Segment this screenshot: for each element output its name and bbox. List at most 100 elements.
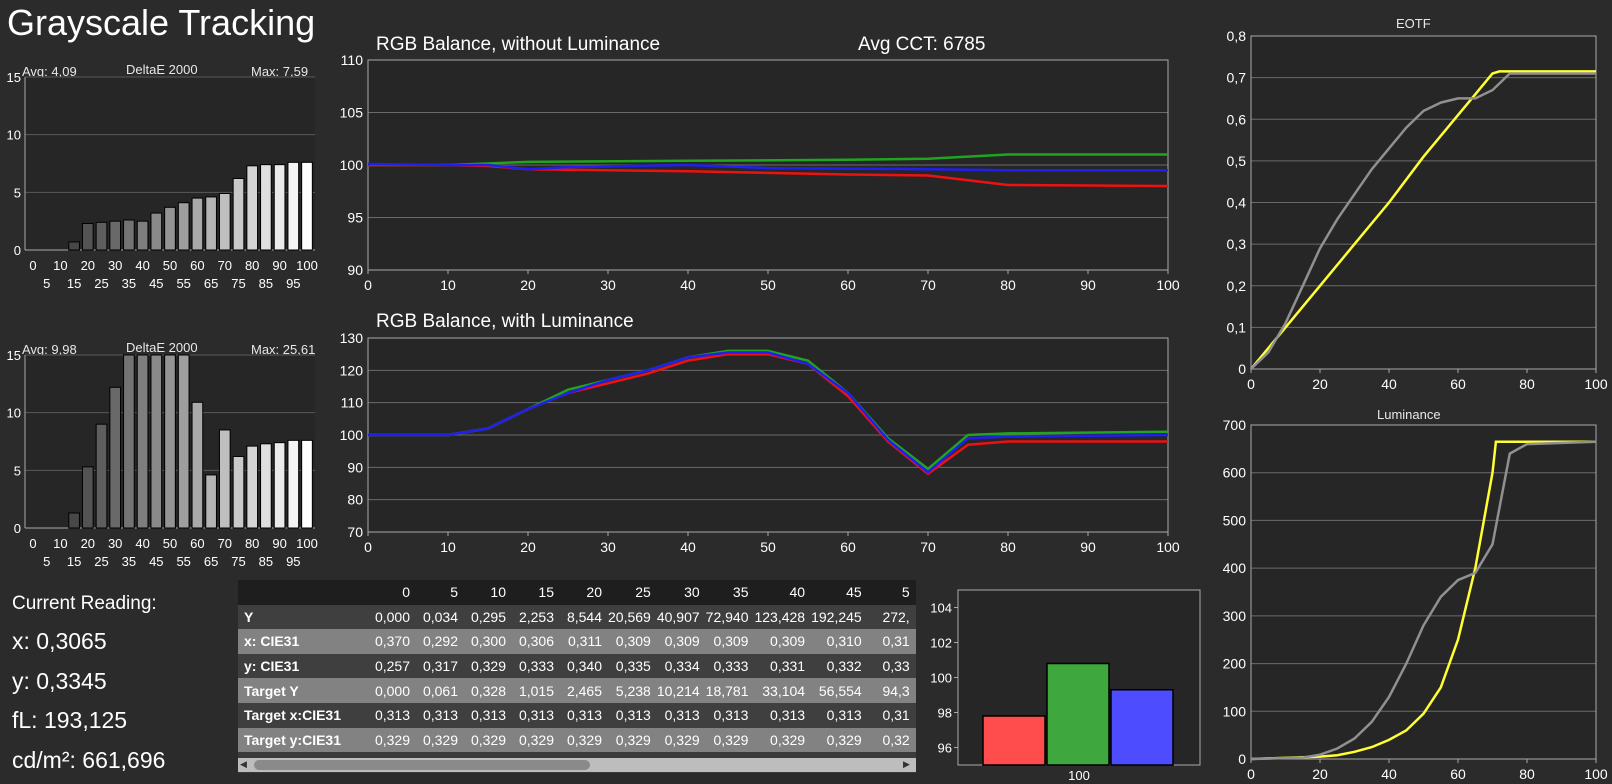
deltae-1-bar xyxy=(164,206,176,251)
deltae-1-xtick: 80 xyxy=(245,258,259,273)
table-cell: 0,334 xyxy=(664,658,700,675)
table-cell: 0,295 xyxy=(470,608,506,625)
rgb-balance-ytick: 105 xyxy=(340,105,364,121)
deltae-2-ytick: 0 xyxy=(14,521,21,536)
table-cell: 20,569 xyxy=(608,608,651,625)
table-cell: 0,309 xyxy=(770,633,806,650)
deltae-2-xtick: 55 xyxy=(176,554,190,569)
rgb-balance-lum-xtick: 70 xyxy=(920,539,936,555)
luminance-ytick: 0 xyxy=(1238,751,1246,767)
table-row-label: x: CIE31 xyxy=(244,633,300,650)
deltae-2-xtick: 35 xyxy=(122,554,136,569)
deltae-2-xtick: 85 xyxy=(259,554,273,569)
table-cell: 0,313 xyxy=(770,707,806,724)
luminance-ytick: 400 xyxy=(1223,560,1247,576)
deltae-2-xtick: 100 xyxy=(296,536,318,551)
table-cell: 0,333 xyxy=(518,658,554,675)
deltae-2-xtick: 80 xyxy=(245,536,259,551)
deltae-1-xtick: 55 xyxy=(176,276,190,291)
deltae-1-xtick: 50 xyxy=(163,258,177,273)
table-cell: 2,253 xyxy=(518,608,554,625)
deltae-2-xtick: 25 xyxy=(94,554,108,569)
deltae-1-bar xyxy=(68,241,80,251)
table-cell: 0,313 xyxy=(470,707,506,724)
table-cell: 56,554 xyxy=(818,682,862,699)
deltae-2-bar xyxy=(109,386,122,529)
deltae-2-bar xyxy=(95,423,108,529)
rgb-balance-lum-xtick: 50 xyxy=(760,539,776,555)
rgb-balance-lum-xtick: 80 xyxy=(1000,539,1016,555)
deltae-1-ytick: 10 xyxy=(7,128,21,143)
table-cell: 0,313 xyxy=(374,707,410,724)
luminance-xtick: 60 xyxy=(1450,766,1466,782)
rgb-balance-lum-ytick: 130 xyxy=(340,332,364,346)
deltae-2-bar xyxy=(301,439,313,529)
rgb-bar-2 xyxy=(1110,689,1174,766)
eotf-ytick: 0,3 xyxy=(1227,236,1247,252)
deltae-1-xtick: 85 xyxy=(259,276,273,291)
scroll-left-arrow-icon[interactable]: ◀ xyxy=(240,759,247,769)
table-cell: 0,340 xyxy=(566,658,602,675)
deltae-2-bar xyxy=(177,354,190,529)
table-cell: 0,328 xyxy=(470,682,506,699)
deltae-2-bar xyxy=(246,445,259,529)
deltae-2-bar xyxy=(232,455,245,529)
rgb-balance-xtick: 20 xyxy=(520,277,536,293)
rgb-balance-lum-xtick: 30 xyxy=(600,539,616,555)
table-cell: 0,292 xyxy=(422,633,458,650)
rgb-balance-lum-ytick: 90 xyxy=(347,459,363,475)
table-cell: 272, xyxy=(882,608,910,625)
deltae-2-xtick: 65 xyxy=(204,554,218,569)
data-table: 0 5 10 15 20 25 30 35 40 45 5 Y 0,000 0,034 0,295 2,253… xyxy=(238,580,916,753)
luminance-xtick: 100 xyxy=(1584,766,1608,782)
deltae-1-bar xyxy=(191,197,204,251)
rgb-bar-plot: 96 98 100 102 104 100 xyxy=(930,589,1201,783)
deltae-1-xtick: 0 xyxy=(29,258,36,273)
deltae-1-ytick: 15 xyxy=(7,70,21,85)
table-cell: 0,317 xyxy=(422,658,458,675)
scrollbar-thumb[interactable] xyxy=(254,760,590,770)
rgb-balance-lum-xtick: 0 xyxy=(364,539,372,555)
eotf-series-1 xyxy=(1250,72,1596,370)
luminance-xtick: 20 xyxy=(1312,766,1328,782)
rgb-balance-lum-series-2 xyxy=(368,351,1169,474)
rgb-balance-xtick: 90 xyxy=(1080,277,1096,293)
eotf-xtick: 80 xyxy=(1519,376,1535,392)
table-cell: 0,329 xyxy=(615,731,651,748)
luminance-series-1 xyxy=(1250,440,1597,761)
eotf-title: EOTF xyxy=(1396,16,1431,31)
reading-x: x: 0,3065 xyxy=(12,628,107,654)
eotf-xtick: 60 xyxy=(1450,376,1466,392)
table-cell: 0,31 xyxy=(882,707,910,724)
measurement-table[interactable]: 0 5 10 15 20 25 30 35 40 45 5 Y 0,000 0,034 0,295 2,253… xyxy=(238,580,916,773)
deltae-1-xtick: 60 xyxy=(190,258,204,273)
deltae-1-avg-label: Avg: 4,09 xyxy=(22,64,77,79)
deltae-1-bar xyxy=(218,192,231,251)
eotf-ytick: 0,7 xyxy=(1227,70,1247,86)
current-reading-title: Current Reading: xyxy=(12,593,157,614)
deltae-1-xtick: 40 xyxy=(135,258,149,273)
rgb-balance-ytick: 110 xyxy=(341,52,364,68)
eotf-ytick: 0,4 xyxy=(1227,195,1247,211)
eotf-xtick: 40 xyxy=(1381,376,1397,392)
scroll-right-arrow-icon[interactable]: ▶ xyxy=(903,759,910,769)
table-cell: 0,311 xyxy=(568,633,602,650)
deltae-2-xtick: 20 xyxy=(81,536,95,551)
table-column-header: 25 xyxy=(635,584,651,601)
table-cell: 0,306 xyxy=(518,633,554,650)
rgb-bar-xtick: 100 xyxy=(1068,768,1090,783)
table-cell: 10,214 xyxy=(656,682,700,699)
deltae-2-avg-label: Avg: 9,98 xyxy=(22,342,77,357)
eotf-xtick: 100 xyxy=(1584,376,1608,392)
deltae-1-xtick: 25 xyxy=(94,276,108,291)
deltae-2-bar xyxy=(81,466,94,529)
deltae-2-bar xyxy=(218,429,231,529)
deltae-2-xtick: 50 xyxy=(163,536,177,551)
deltae-1-bar xyxy=(123,219,135,251)
table-cell: 0,313 xyxy=(518,707,554,724)
horizontal-scrollbar[interactable]: ◀ ▶ xyxy=(238,758,916,772)
deltae-2-xtick: 95 xyxy=(286,554,300,569)
page-title: Grayscale Tracking xyxy=(7,2,316,43)
table-row: y: CIE31 0,257 0,317 0,329 0,333 0,340 0,335 0,… xyxy=(238,653,916,679)
rgb-balance-xtick: 70 xyxy=(920,277,936,293)
